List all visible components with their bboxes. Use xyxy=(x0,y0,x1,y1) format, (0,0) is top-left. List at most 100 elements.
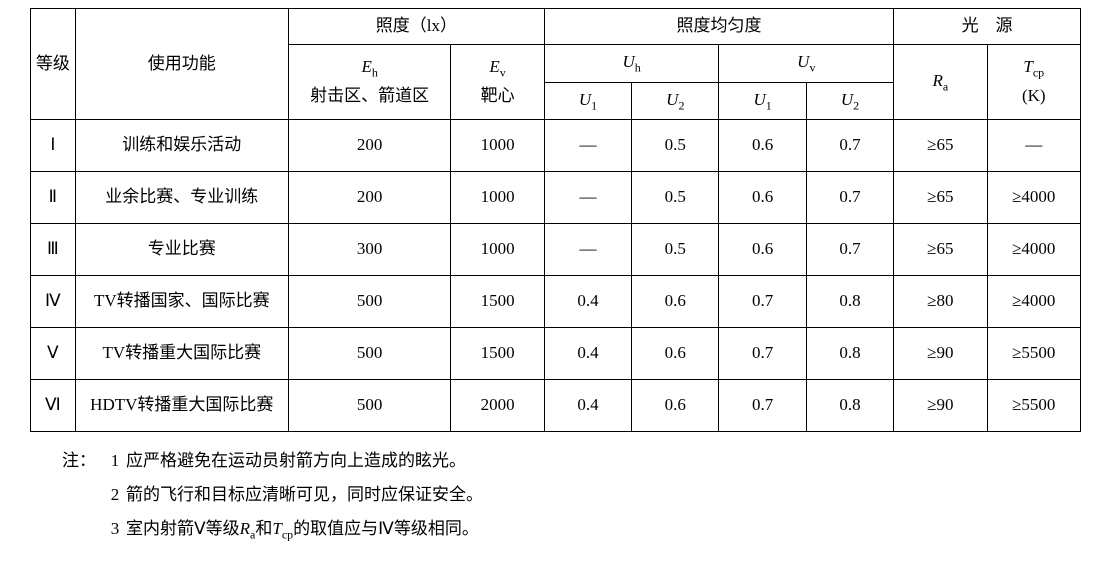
note-label xyxy=(40,512,104,546)
hdr-illum: 照度（lx） xyxy=(288,9,544,45)
note-row: 3室内射箭Ⅴ等级Ra和Tcp的取值应与Ⅳ等级相同。 xyxy=(40,512,1081,546)
cell-uh2: 0.6 xyxy=(632,327,719,379)
cell-grade: Ⅱ xyxy=(31,172,76,224)
hdr-grade: 等级 xyxy=(31,9,76,120)
table-row: ⅣTV转播国家、国际比赛50015000.40.60.70.8≥80≥4000 xyxy=(31,275,1081,327)
cell-ev: 1500 xyxy=(451,275,544,327)
cell-func: TV转播重大国际比赛 xyxy=(75,327,288,379)
hdr-ev: Ev 靶心 xyxy=(451,44,544,119)
cell-uh1: 0.4 xyxy=(544,327,631,379)
hdr-func: 使用功能 xyxy=(75,9,288,120)
cell-ra: ≥90 xyxy=(894,327,987,379)
hdr-uniformity: 照度均匀度 xyxy=(544,9,893,45)
cell-func: 业余比赛、专业训练 xyxy=(75,172,288,224)
cell-eh: 200 xyxy=(288,172,450,224)
cell-uh1: — xyxy=(544,223,631,275)
cell-ra: ≥90 xyxy=(894,379,987,431)
table-row: ⅤTV转播重大国际比赛50015000.40.60.70.8≥90≥5500 xyxy=(31,327,1081,379)
cell-grade: Ⅰ xyxy=(31,120,76,172)
hdr-tcp-sym: Tcp xyxy=(1023,57,1044,76)
cell-grade: Ⅲ xyxy=(31,223,76,275)
cell-tcp: ≥5500 xyxy=(987,327,1080,379)
cell-uh2: 0.6 xyxy=(632,379,719,431)
cell-ra: ≥80 xyxy=(894,275,987,327)
cell-uv1: 0.7 xyxy=(719,379,806,431)
note-row: 2箭的飞行和目标应清晰可见，同时应保证安全。 xyxy=(40,478,1081,512)
cell-ev: 1500 xyxy=(451,327,544,379)
table-row: Ⅲ专业比赛3001000—0.50.60.7≥65≥4000 xyxy=(31,223,1081,275)
cell-uv2: 0.8 xyxy=(806,275,893,327)
cell-func: 专业比赛 xyxy=(75,223,288,275)
cell-ra: ≥65 xyxy=(894,172,987,224)
cell-uh1: 0.4 xyxy=(544,275,631,327)
illumination-table: 等级 使用功能 照度（lx） 照度均匀度 光 源 Eh 射击区、箭道区 Ev 靶… xyxy=(30,8,1081,432)
table-header: 等级 使用功能 照度（lx） 照度均匀度 光 源 Eh 射击区、箭道区 Ev 靶… xyxy=(31,9,1081,120)
cell-func: 训练和娱乐活动 xyxy=(75,120,288,172)
cell-uv2: 0.7 xyxy=(806,172,893,224)
note-label: 注： xyxy=(40,444,104,478)
cell-uv1: 0.7 xyxy=(719,275,806,327)
hdr-uh-u1: U1 xyxy=(544,82,631,120)
cell-uh1: — xyxy=(544,172,631,224)
cell-tcp: ≥4000 xyxy=(987,172,1080,224)
hdr-ev-sym: Ev xyxy=(489,57,505,76)
note-label xyxy=(40,478,104,512)
cell-uv2: 0.7 xyxy=(806,223,893,275)
hdr-uv-u2: U2 xyxy=(806,82,893,120)
cell-tcp: ≥5500 xyxy=(987,379,1080,431)
hdr-uv-u1: U1 xyxy=(719,82,806,120)
table-row: ⅥHDTV转播重大国际比赛50020000.40.60.70.8≥90≥5500 xyxy=(31,379,1081,431)
note-row: 注：1应严格避免在运动员射箭方向上造成的眩光。 xyxy=(40,444,1081,478)
cell-uv2: 0.8 xyxy=(806,379,893,431)
note-text: 应严格避免在运动员射箭方向上造成的眩光。 xyxy=(126,444,1081,478)
cell-tcp: ≥4000 xyxy=(987,275,1080,327)
cell-tcp: ≥4000 xyxy=(987,223,1080,275)
cell-ev: 1000 xyxy=(451,120,544,172)
cell-eh: 500 xyxy=(288,327,450,379)
hdr-eh-sym: Eh xyxy=(361,57,377,76)
note-text: 箭的飞行和目标应清晰可见，同时应保证安全。 xyxy=(126,478,1081,512)
cell-tcp: — xyxy=(987,120,1080,172)
hdr-eh-desc: 射击区、箭道区 xyxy=(310,86,429,105)
hdr-ev-desc: 靶心 xyxy=(481,86,515,105)
note-number: 1 xyxy=(104,444,126,478)
cell-grade: Ⅵ xyxy=(31,379,76,431)
cell-grade: Ⅴ xyxy=(31,327,76,379)
cell-uh2: 0.5 xyxy=(632,223,719,275)
cell-eh: 500 xyxy=(288,379,450,431)
cell-uh2: 0.5 xyxy=(632,172,719,224)
cell-uh2: 0.5 xyxy=(632,120,719,172)
cell-uh2: 0.6 xyxy=(632,275,719,327)
cell-uv1: 0.6 xyxy=(719,120,806,172)
cell-uv1: 0.6 xyxy=(719,223,806,275)
hdr-light: 光 源 xyxy=(894,9,1081,45)
note-number: 2 xyxy=(104,478,126,512)
cell-uv2: 0.8 xyxy=(806,327,893,379)
cell-func: HDTV转播重大国际比赛 xyxy=(75,379,288,431)
cell-grade: Ⅳ xyxy=(31,275,76,327)
cell-uv2: 0.7 xyxy=(806,120,893,172)
hdr-tcp-unit: (K) xyxy=(1022,86,1046,105)
note-number: 3 xyxy=(104,512,126,546)
cell-eh: 500 xyxy=(288,275,450,327)
cell-ev: 1000 xyxy=(451,223,544,275)
cell-eh: 200 xyxy=(288,120,450,172)
cell-uh1: 0.4 xyxy=(544,379,631,431)
table-row: Ⅰ训练和娱乐活动2001000—0.50.60.7≥65— xyxy=(31,120,1081,172)
cell-func: TV转播国家、国际比赛 xyxy=(75,275,288,327)
hdr-uh-u2: U2 xyxy=(632,82,719,120)
cell-uv1: 0.6 xyxy=(719,172,806,224)
hdr-tcp: Tcp (K) xyxy=(987,44,1080,119)
cell-ra: ≥65 xyxy=(894,223,987,275)
hdr-ra: Ra xyxy=(894,44,987,119)
note-text: 室内射箭Ⅴ等级Ra和Tcp的取值应与Ⅳ等级相同。 xyxy=(126,512,1081,546)
hdr-uv: Uv xyxy=(719,44,894,82)
cell-eh: 300 xyxy=(288,223,450,275)
notes-block: 注：1应严格避免在运动员射箭方向上造成的眩光。2箭的飞行和目标应清晰可见，同时应… xyxy=(30,444,1081,546)
cell-uh1: — xyxy=(544,120,631,172)
table-row: Ⅱ业余比赛、专业训练2001000—0.50.60.7≥65≥4000 xyxy=(31,172,1081,224)
page-root: 等级 使用功能 照度（lx） 照度均匀度 光 源 Eh 射击区、箭道区 Ev 靶… xyxy=(0,0,1111,582)
cell-ev: 2000 xyxy=(451,379,544,431)
cell-ra: ≥65 xyxy=(894,120,987,172)
table-body: Ⅰ训练和娱乐活动2001000—0.50.60.7≥65—Ⅱ业余比赛、专业训练2… xyxy=(31,120,1081,432)
